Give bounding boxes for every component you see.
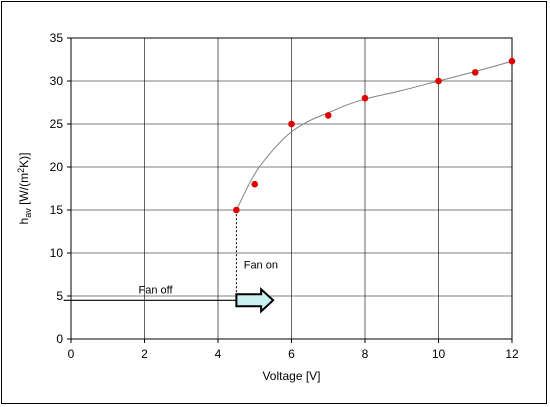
x-tick-label: 2 <box>141 347 148 361</box>
data-point <box>324 112 332 119</box>
data-points <box>233 57 516 214</box>
tick-labels: 0 2 4 6 8 10 12 0 5 10 15 20 25 30 35 <box>50 31 519 361</box>
data-point <box>288 120 295 128</box>
x-tick-label: 10 <box>432 347 446 361</box>
y-tick-label: 5 <box>56 289 63 303</box>
x-axis-label: Voltage [V] <box>262 369 320 383</box>
data-point <box>471 69 479 76</box>
data-point <box>435 77 442 85</box>
y-axis-label: hav [W/(m2K)] <box>16 153 33 225</box>
trend-line <box>235 60 513 211</box>
data-point <box>508 57 516 65</box>
x-tick-label: 4 <box>215 347 222 361</box>
fan-on-arrow <box>235 287 275 314</box>
x-tick-label: 8 <box>362 347 369 361</box>
fan-on-label: Fan on <box>244 259 278 271</box>
y-tick-label: 35 <box>50 31 64 45</box>
x-tick-label: 12 <box>505 347 519 361</box>
x-tick-label: 6 <box>288 347 295 361</box>
data-point <box>361 94 369 102</box>
x-tick-label: 0 <box>68 347 75 361</box>
fan-annotations: Fan off Fan on <box>63 210 278 314</box>
y-tick-label: 25 <box>50 117 64 131</box>
y-tick-label: 10 <box>50 246 64 260</box>
data-point <box>251 180 259 188</box>
y-tick-label: 20 <box>50 160 64 174</box>
grid <box>70 37 513 340</box>
data-point <box>233 206 240 214</box>
y-tick-label: 0 <box>56 332 63 346</box>
fan-off-label: Fan off <box>139 284 174 296</box>
y-tick-label: 30 <box>50 74 64 88</box>
y-tick-label: 15 <box>50 203 64 217</box>
